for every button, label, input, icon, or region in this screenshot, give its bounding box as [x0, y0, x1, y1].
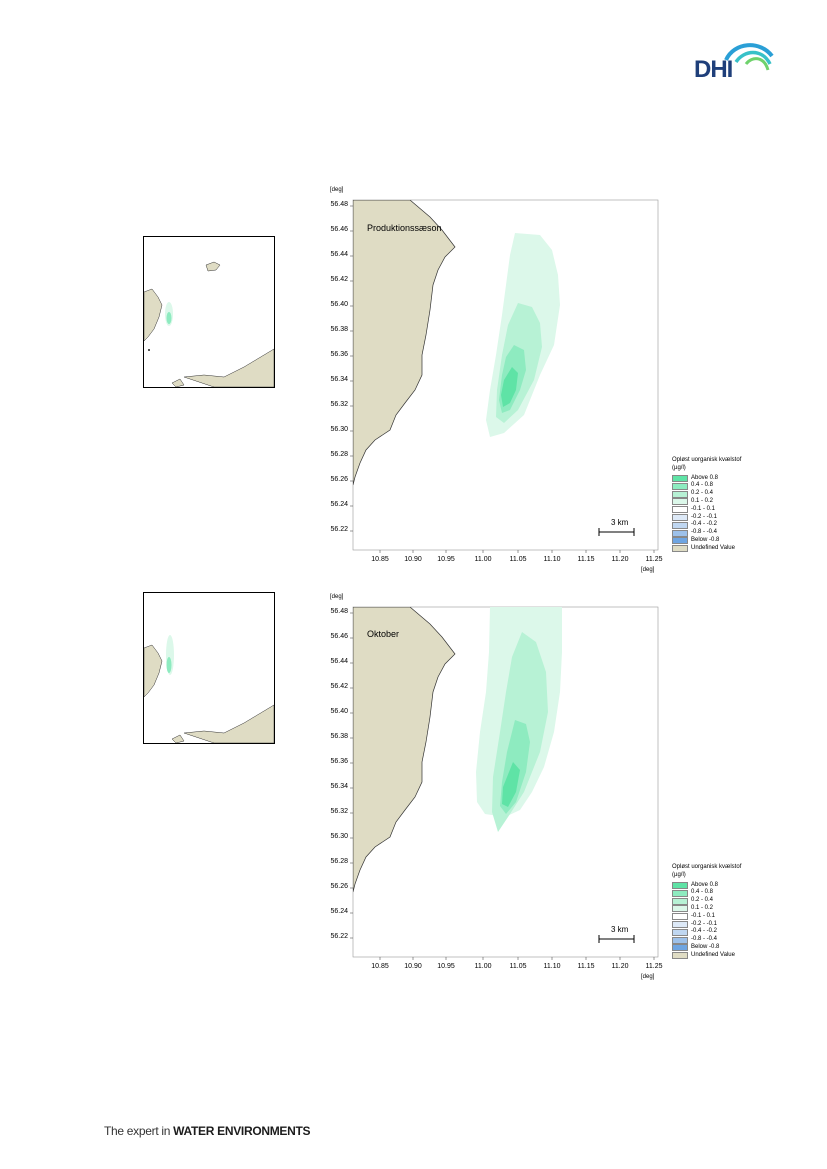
y-tick-label: 56.32 — [330, 808, 348, 815]
legend-item: 0.1 - 0.2 — [672, 905, 772, 913]
x-tick-label: 10.85 — [371, 556, 389, 563]
y-ticks-1 — [350, 205, 353, 532]
map-plot-2 — [350, 606, 659, 960]
y-tick-label: 56.44 — [330, 658, 348, 665]
x-tick-label: 11.00 — [474, 556, 492, 563]
y-tick-label: 56.26 — [330, 476, 348, 483]
x-ticks-1 — [379, 550, 655, 553]
x-tick-label: 10.85 — [371, 963, 389, 970]
x-tick-label: 11.10 — [543, 556, 561, 563]
map-plot-1 — [350, 199, 659, 553]
y-tick-label: 56.22 — [330, 933, 348, 940]
y-tick-label: 56.28 — [330, 451, 348, 458]
y-tick-label: 56.28 — [330, 858, 348, 865]
legend-item: 0.1 - 0.2 — [672, 498, 772, 506]
legend-item: Below -0.8 — [672, 537, 772, 545]
x-tick-label: 11.25 — [645, 556, 663, 563]
map-panel-2: Oktober [deg] 3 km 56.48 56.46 56.44 56.… — [300, 592, 690, 1002]
y-unit-1: [deg] — [330, 187, 344, 193]
y-tick-label: 56.34 — [330, 376, 348, 383]
y-tick-label: 56.48 — [330, 201, 348, 208]
y-ticks-2 — [350, 612, 353, 939]
legend-item: -0.8 - -0.4 — [672, 936, 772, 944]
logo-text: DHI — [694, 56, 733, 83]
y-tick-label: 56.36 — [330, 351, 348, 358]
scale-label-1: 3 km — [611, 518, 629, 527]
x-tick-label: 11.05 — [509, 963, 527, 970]
legend-2: Opløst uorganisk kvælstof (µg/l) Above 0… — [672, 864, 772, 960]
legend-item: Undefined Value — [672, 952, 772, 960]
y-unit-2: [deg] — [330, 594, 344, 600]
y-tick-label: 56.44 — [330, 251, 348, 258]
legend-item: 0.4 - 0.8 — [672, 889, 772, 897]
x-tick-label: 10.90 — [404, 963, 422, 970]
legend-title: Opløst uorganisk kvælstof (µg/l) — [672, 864, 742, 878]
x-tick-label: 11.00 — [474, 963, 492, 970]
x-tick-label: 10.95 — [437, 963, 455, 970]
x-tick-label: 11.10 — [543, 963, 561, 970]
x-unit-2: [deg] — [641, 974, 655, 980]
overview-inset-map-2 — [143, 592, 275, 744]
y-tick-label: 56.22 — [330, 526, 348, 533]
dhi-wave-icon — [724, 43, 774, 71]
y-tick-label: 56.34 — [330, 783, 348, 790]
x-tick-label: 10.90 — [404, 556, 422, 563]
y-tick-label: 56.46 — [330, 633, 348, 640]
tagline-prefix: The expert in — [104, 1124, 174, 1138]
legend-item: Above 0.8 — [672, 882, 772, 890]
y-tick-label: 56.36 — [330, 758, 348, 765]
map-panel-1: Produktionssæson [deg] 3 km 56.48 56.46 … — [300, 185, 690, 595]
x-tick-label: 10.95 — [437, 556, 455, 563]
legend-item: -0.1 - 0.1 — [672, 506, 772, 514]
x-tick-label: 11.20 — [611, 556, 629, 563]
legend-item: 0.4 - 0.8 — [672, 482, 772, 490]
overview-inset-map-1 — [143, 236, 275, 388]
legend-title: Opløst uorganisk kvælstof (µg/l) — [672, 457, 742, 471]
y-tick-label: 56.42 — [330, 276, 348, 283]
legend-item: -0.2 - -0.1 — [672, 514, 772, 522]
x-tick-label: 11.05 — [509, 556, 527, 563]
footer-tagline: The expert in WATER ENVIRONMENTS — [104, 1124, 311, 1138]
x-ticks-2 — [379, 957, 655, 960]
y-tick-label: 56.40 — [330, 708, 348, 715]
legend-item: 0.2 - 0.4 — [672, 897, 772, 905]
x-unit-1: [deg] — [641, 567, 655, 573]
y-tick-label: 56.26 — [330, 883, 348, 890]
y-tick-label: 56.38 — [330, 326, 348, 333]
legend-item: -0.2 - -0.1 — [672, 921, 772, 929]
y-tick-label: 56.30 — [330, 833, 348, 840]
scale-bar-1 — [598, 528, 635, 536]
legend-1: Opløst uorganisk kvælstof (µg/l) Above 0… — [672, 457, 772, 553]
y-tick-label: 56.32 — [330, 401, 348, 408]
y-tick-label: 56.38 — [330, 733, 348, 740]
x-tick-label: 11.15 — [577, 963, 595, 970]
x-tick-label: 11.25 — [645, 963, 663, 970]
y-tick-label: 56.24 — [330, 501, 348, 508]
scale-label-2: 3 km — [611, 925, 629, 934]
legend-item: -0.4 - -0.2 — [672, 521, 772, 529]
tagline-emphasis: WATER ENVIRONMENTS — [173, 1124, 311, 1138]
legend-item: Above 0.8 — [672, 475, 772, 483]
y-tick-label: 56.42 — [330, 683, 348, 690]
dhi-logo: DHI — [694, 38, 774, 84]
y-tick-label: 56.30 — [330, 426, 348, 433]
legend-item: Below -0.8 — [672, 944, 772, 952]
x-tick-label: 11.15 — [577, 556, 595, 563]
legend-item: -0.4 - -0.2 — [672, 928, 772, 936]
legend-item: 0.2 - 0.4 — [672, 490, 772, 498]
map-title-2: Oktober — [367, 629, 400, 639]
y-tick-label: 56.46 — [330, 226, 348, 233]
legend-item: Undefined Value — [672, 545, 772, 553]
map-title-1: Produktionssæson — [367, 223, 442, 233]
y-tick-label: 56.24 — [330, 908, 348, 915]
y-tick-label: 56.40 — [330, 301, 348, 308]
legend-item: -0.8 - -0.4 — [672, 529, 772, 537]
scale-bar-2 — [598, 935, 635, 943]
legend-item: -0.1 - 0.1 — [672, 913, 772, 921]
y-tick-label: 56.48 — [330, 608, 348, 615]
x-tick-label: 11.20 — [611, 963, 629, 970]
